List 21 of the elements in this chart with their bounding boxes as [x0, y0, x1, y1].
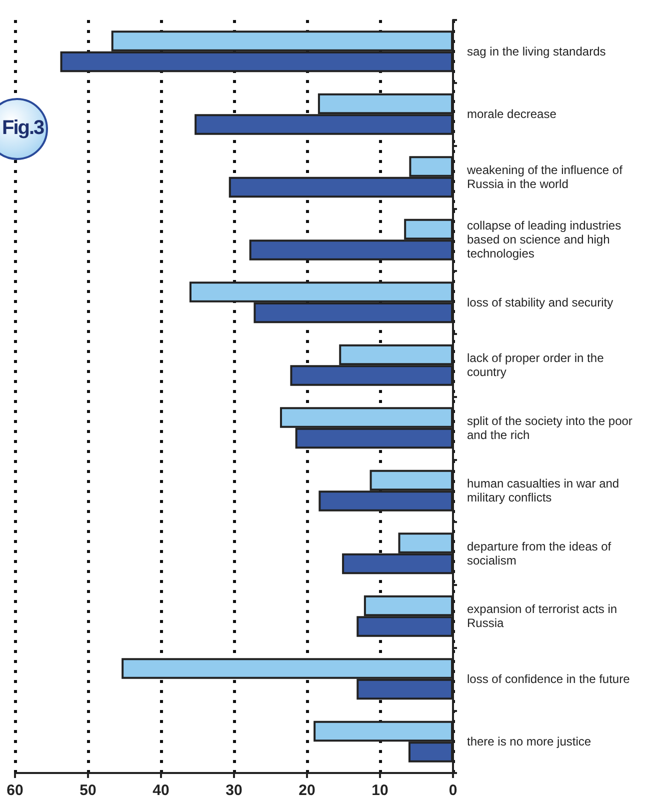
annotation: Fig.3: [2, 117, 44, 140]
y-tick-label: weakening of the influence of Russia in the world: [466, 162, 626, 191]
x-tick-label: 10: [372, 782, 388, 799]
y-tick-label: there is no more justice: [467, 734, 592, 749]
x-tick-label: 20: [298, 782, 316, 799]
x-tick-label: 60: [6, 782, 24, 799]
x-tick-label: 40: [152, 782, 170, 799]
y-tick-label: lack of proper order in the country: [467, 351, 608, 380]
y-tick-label: loss of stability and security: [467, 295, 614, 310]
x-tick-label: 30: [226, 782, 242, 799]
y-tick-label: collapse of leading industries based on science and high technologies: [467, 218, 624, 261]
y-tick-label: human casualties in war and military conflicts: [467, 476, 622, 505]
y-tick-label: expansion of terrorist acts in Russia: [467, 602, 620, 630]
y-tick-label: morale decrease: [467, 107, 557, 122]
y-tick-label: sag in the living standards: [467, 44, 606, 58]
x-tick-label: 0: [448, 782, 458, 799]
y-tick-label: loss of confidence in the future: [467, 672, 630, 686]
y-tick-label: departure from the ideas of socialism: [467, 539, 614, 568]
circle-badge: Fig.3: [0, 98, 48, 160]
x-tick-label: 50: [80, 782, 96, 799]
y-tick-label: split of the society into the poor and the rich: [467, 414, 636, 442]
